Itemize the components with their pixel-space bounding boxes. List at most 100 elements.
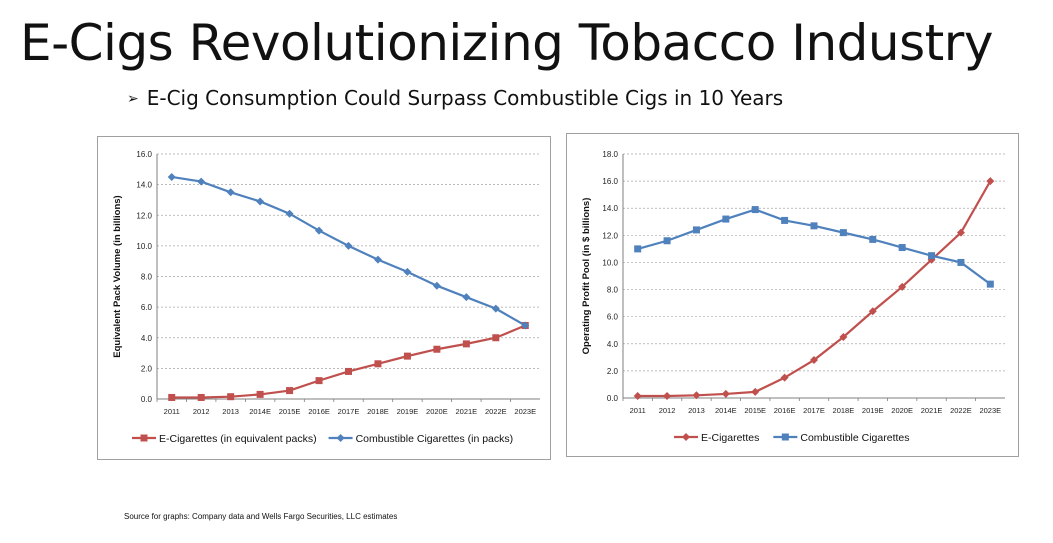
y-tick-label: 6.0 (141, 303, 153, 312)
data-point-0 (374, 360, 382, 368)
data-point-0 (315, 377, 323, 385)
data-point-0 (721, 389, 730, 398)
data-point-0 (286, 387, 294, 395)
data-point-0 (898, 282, 907, 291)
data-point-1 (521, 321, 530, 330)
subtitle-text: E-Cig Consumption Could Surpass Combusti… (146, 86, 784, 110)
data-point-0 (492, 334, 500, 342)
y-tick-label: 8.0 (141, 273, 153, 282)
data-point-1 (226, 188, 235, 197)
y-tick-label: 14.0 (602, 204, 618, 213)
data-point-1 (810, 222, 818, 230)
x-tick-label: 2012 (659, 406, 676, 415)
chart-profit-pool: 0.0 2.0 4.0 6.0 8.0 10.0 12.0 14.0 16.0 18.0 2011 2… (566, 133, 1019, 457)
y-tick-label: 16.0 (136, 150, 152, 159)
data-point-0 (633, 391, 642, 400)
data-point-1 (869, 235, 877, 243)
y-tick-label: 0.0 (141, 395, 153, 404)
x-tick-label: 2019E (862, 406, 884, 415)
y-tick-label: 12.0 (602, 231, 618, 240)
x-tick-label: 2020E (891, 406, 913, 415)
data-point-0 (692, 391, 701, 400)
x-tick-label: 2020E (426, 407, 448, 416)
data-point-1 (403, 267, 412, 276)
data-point-0 (780, 373, 789, 382)
x-tick-label: 2017E (803, 406, 825, 415)
x-tick-label: 2018E (833, 406, 855, 415)
legend-swatch-marker (682, 433, 690, 441)
data-point-1 (839, 229, 847, 237)
x-tick-label: 2022E (485, 407, 507, 416)
data-point-0 (345, 367, 352, 375)
legend-entry-0: E-Cigarettes (in equivalent packs) (159, 433, 317, 445)
series-line-1 (171, 175, 526, 327)
data-point-1 (167, 172, 176, 181)
y-tick-label: 6.0 (607, 313, 619, 322)
y-tick-label: 8.0 (607, 286, 619, 295)
x-tick-label: 2022E (950, 406, 972, 415)
y-axis-title: Equivalent Pack Volume (in billions) (112, 195, 123, 357)
data-point-1 (256, 197, 265, 206)
y-tick-label: 12.0 (136, 211, 152, 220)
x-tick-label: 2023E (514, 407, 536, 416)
data-point-0 (197, 393, 205, 401)
data-point-0 (462, 340, 470, 348)
x-tick-label: 2016E (308, 407, 330, 416)
data-point-1 (373, 255, 382, 264)
data-point-1 (986, 280, 994, 288)
y-tick-label: 0.0 (607, 394, 619, 403)
x-tick-label: 2015E (744, 406, 766, 415)
data-point-1 (957, 258, 965, 266)
data-point-0 (751, 387, 760, 396)
series-line-0 (171, 324, 526, 399)
data-point-0 (168, 393, 176, 401)
slide-title: E-Cigs Revolutionizing Tobacco Industry (20, 14, 993, 72)
data-point-1 (197, 177, 206, 186)
data-point-0 (810, 356, 818, 365)
x-tick-label: 2018E (367, 407, 389, 416)
data-point-1 (432, 281, 441, 290)
data-point-1 (344, 241, 353, 250)
data-point-1 (634, 245, 642, 253)
data-point-1 (491, 304, 500, 313)
y-tick-label: 14.0 (136, 181, 152, 190)
data-point-1 (315, 226, 324, 235)
x-tick-label: 2019E (397, 407, 419, 416)
x-tick-label: 2013 (222, 407, 239, 416)
chart-pack-volume-svg: 0.0 2.0 4.0 6.0 8.0 10.0 12.0 14.0 16.0 2011 2012 2… (112, 150, 540, 445)
x-tick-label: 2011 (630, 406, 646, 415)
y-tick-label: 16.0 (602, 177, 618, 186)
x-tick-label: 2016E (774, 406, 796, 415)
data-point-0 (663, 391, 672, 400)
data-point-1 (928, 252, 936, 260)
legend-entry-1: Combustible Cigarettes (800, 432, 909, 444)
data-point-1 (692, 226, 700, 234)
data-point-1 (663, 237, 671, 245)
arrow-bullet-icon: ➢ (127, 91, 139, 107)
y-tick-label: 4.0 (141, 334, 153, 343)
y-tick-label: 4.0 (607, 340, 619, 349)
data-point-1 (462, 293, 471, 302)
y-tick-label: 2.0 (607, 367, 619, 376)
x-tick-label: 2021E (921, 406, 943, 415)
chart-profit-pool-svg: 0.0 2.0 4.0 6.0 8.0 10.0 12.0 14.0 16.0 18.0 2011 2… (581, 150, 1005, 444)
data-point-0 (256, 390, 264, 398)
x-tick-label: 2021E (456, 407, 478, 416)
x-tick-label: 2017E (338, 407, 360, 416)
x-tick-label: 2015E (279, 407, 301, 416)
x-tick-label: 2014E (715, 406, 737, 415)
data-point-1 (285, 209, 294, 218)
data-point-1 (722, 215, 730, 223)
x-tick-label: 2013 (688, 406, 705, 415)
x-tick-label: 2023E (979, 406, 1001, 415)
data-point-0 (403, 352, 411, 360)
legend-entry-0: E-Cigarettes (701, 432, 759, 444)
data-point-0 (227, 393, 235, 401)
data-point-0 (433, 345, 441, 353)
data-point-0 (839, 333, 848, 341)
x-tick-label: 2014E (249, 407, 271, 416)
y-tick-label: 2.0 (141, 364, 153, 373)
data-point-1 (898, 244, 906, 252)
y-tick-label: 18.0 (602, 150, 618, 159)
data-point-0 (956, 228, 965, 237)
